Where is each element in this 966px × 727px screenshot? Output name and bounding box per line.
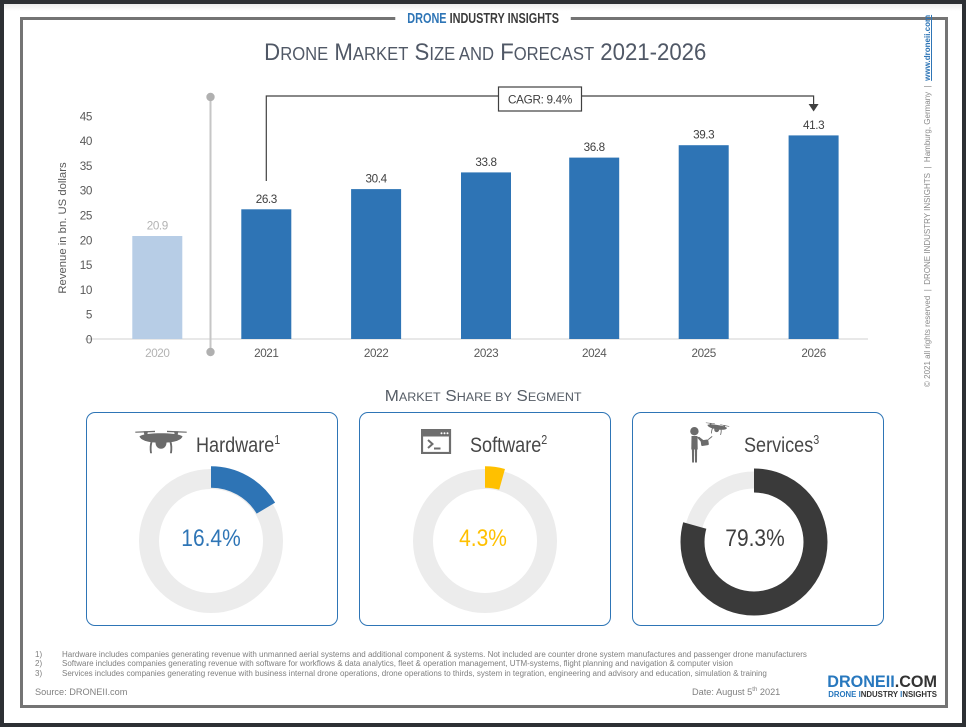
- svg-text:40: 40: [80, 135, 93, 148]
- svg-text:33.8: 33.8: [475, 156, 496, 169]
- svg-text:26.3: 26.3: [256, 193, 277, 206]
- svg-text:0: 0: [86, 334, 93, 347]
- svg-text:30.4: 30.4: [366, 173, 388, 186]
- svg-text:2020: 2020: [145, 347, 170, 360]
- svg-text:2025: 2025: [691, 347, 716, 360]
- svg-text:35: 35: [80, 160, 93, 173]
- svg-text:20: 20: [80, 234, 93, 247]
- svg-text:5: 5: [86, 309, 93, 322]
- svg-text:20.9: 20.9: [147, 220, 168, 233]
- svg-text:2021: 2021: [254, 347, 278, 360]
- svg-text:30: 30: [80, 185, 93, 198]
- svg-text:39.3: 39.3: [693, 129, 714, 142]
- svg-text:41.3: 41.3: [803, 119, 824, 132]
- svg-text:10: 10: [80, 284, 93, 297]
- svg-text:2023: 2023: [474, 347, 498, 360]
- svg-text:15: 15: [80, 259, 93, 272]
- svg-text:Revenue in bn. US dollars: Revenue in bn. US dollars: [57, 162, 69, 294]
- svg-text:2022: 2022: [364, 347, 388, 360]
- svg-text:25: 25: [80, 210, 93, 223]
- svg-text:2024: 2024: [582, 347, 607, 360]
- svg-text:2026: 2026: [801, 347, 825, 360]
- svg-text:CAGR: 9.4%: CAGR: 9.4%: [508, 94, 572, 107]
- svg-text:36.8: 36.8: [584, 141, 605, 154]
- svg-text:45: 45: [80, 110, 93, 123]
